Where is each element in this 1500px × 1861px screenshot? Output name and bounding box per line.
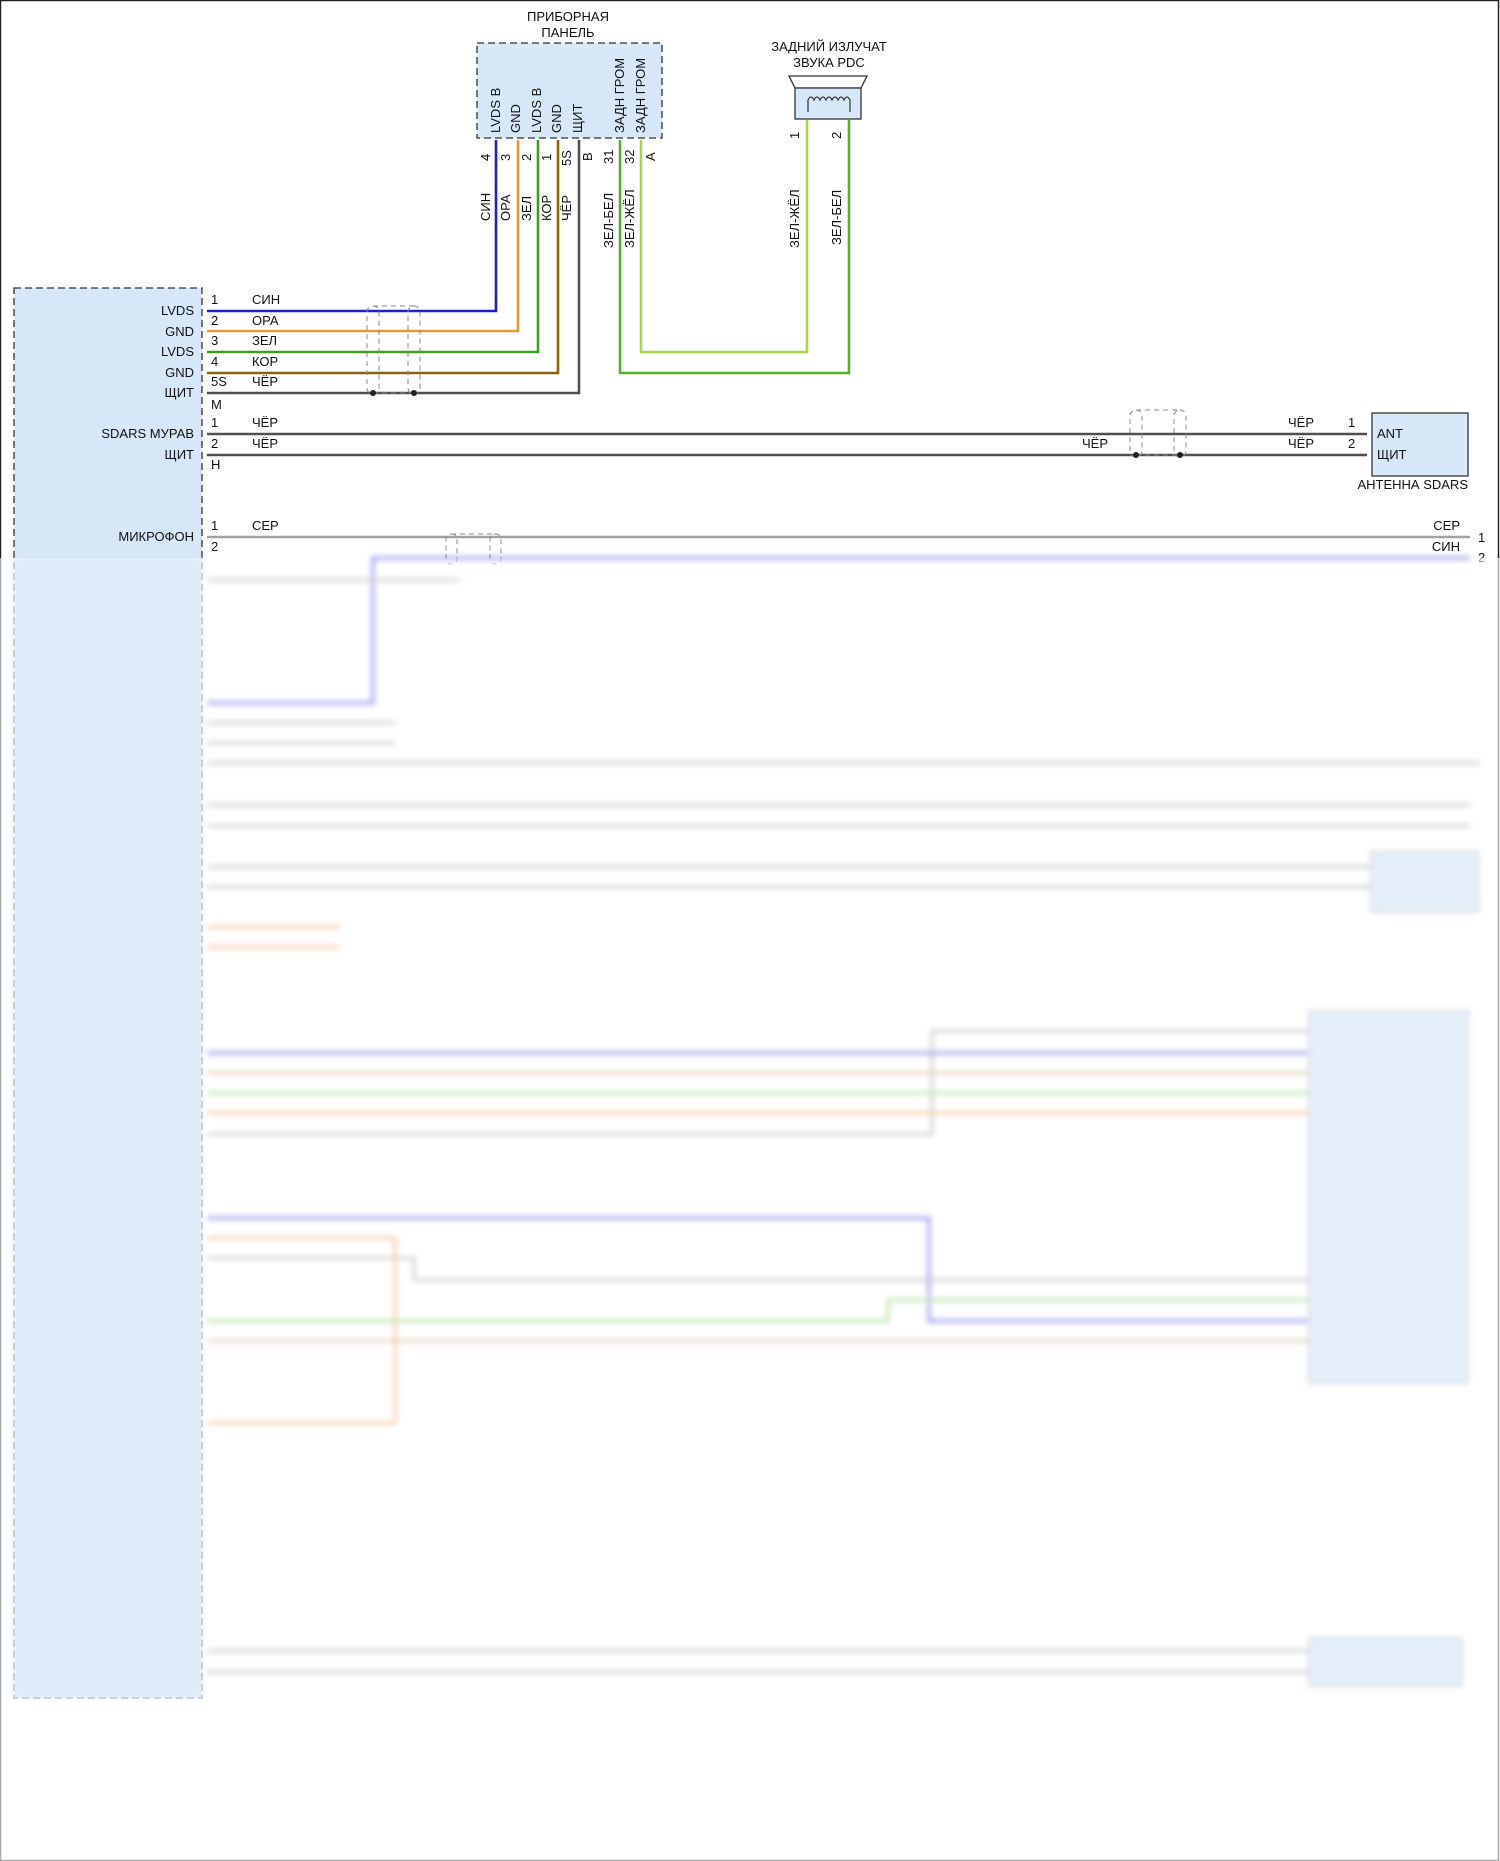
wire-color-label: ЗЕЛ-БЕЛ: [601, 193, 616, 248]
pin-number: 1: [211, 518, 218, 533]
wire-lvds-blue: [207, 140, 498, 313]
pin-name: LVDS B: [488, 88, 503, 133]
wire-color-label: СЕР: [252, 518, 279, 533]
pin-label: LVDS: [161, 303, 194, 318]
speaker-icon: [787, 75, 869, 120]
pin-number: 4: [211, 354, 218, 369]
pin-number: 3: [211, 333, 218, 348]
wire-color-label: КОР: [539, 195, 554, 221]
pin-label: GND: [165, 365, 194, 380]
wire-color-label: ЧЁР: [252, 436, 278, 451]
pin-name: GND: [508, 104, 523, 133]
pin-number: A: [643, 152, 658, 161]
pin-number: 2: [1478, 550, 1485, 565]
panel-title: ПАНЕЛЬ: [541, 25, 594, 40]
pdc-speaker: ЗАДНИЙ ИЗЛУЧАТ ЗВУКА PDC 1 2 ЗЕЛ-ЖЁЛ ЗЕЛ…: [771, 39, 887, 248]
pin-label: SDARS МУРАВ: [101, 426, 194, 441]
wire-pdc-green-yellow: [639, 120, 809, 354]
wire-color-label: ЧЁР: [1288, 436, 1314, 451]
pin-number: 1: [211, 415, 218, 430]
pin-number: 2: [211, 539, 218, 554]
pin-label: ANT: [1377, 426, 1403, 441]
pin-number: 1: [787, 132, 802, 139]
antenna-box: [1371, 412, 1469, 477]
wire-color-label: СИН: [252, 292, 280, 307]
panel-title: ПРИБОРНАЯ: [527, 9, 609, 24]
wire-color-label: СЕР: [1433, 518, 1460, 533]
pin-number: 4: [478, 154, 493, 161]
cable-shields: [366, 305, 1187, 565]
speaker-title: ЗВУКА PDC: [793, 55, 865, 70]
wire-color-label: ЧЁР: [252, 415, 278, 430]
pin-label: GND: [165, 324, 194, 339]
pin-label: LVDS: [161, 344, 194, 359]
pin-number: 2: [211, 436, 218, 451]
pin-name: ЩИТ: [570, 103, 585, 133]
obscured-content: [14, 556, 1480, 1698]
sdars-antenna: ANT ЩИТ АНТЕННА SDARS: [1357, 412, 1469, 492]
wire-color-label: ОРА: [252, 313, 279, 328]
pin-number: 2: [829, 132, 844, 139]
wire-color-label: СИН: [1432, 539, 1460, 554]
mic-group: МИКРОФОН 1 2 СЕР СЕР СИН 1 2: [118, 518, 1485, 565]
wire-gnd-orange: [207, 140, 520, 333]
pin-number: 31: [601, 150, 616, 164]
pin-name: ЗАДН ГРОМ: [633, 58, 648, 133]
wire-color-label: ЗЕЛ: [519, 196, 534, 221]
wires: [207, 120, 1470, 539]
pin-number: B: [580, 152, 595, 161]
wire-color-label: КОР: [252, 354, 278, 369]
pin-name: ЗАДН ГРОМ: [612, 58, 627, 133]
wire-color-label: ЧЁР: [252, 374, 278, 389]
pin-name: GND: [549, 104, 564, 133]
wire-color-label: ЗЕЛ-ЖЁЛ: [622, 189, 637, 248]
pin-number: 1: [1478, 530, 1485, 545]
pin-number: 2: [1348, 436, 1355, 451]
pin-label: ЩИТ: [165, 385, 195, 400]
wire-color-label: ЗЕЛ-ЖЁЛ: [787, 189, 802, 248]
pin-number: 5S: [211, 374, 227, 389]
wire-color-label: ЧЁР: [1082, 436, 1108, 451]
lvds-group: LVDS GND LVDS GND ЩИТ 1 2 3 4 5S СИН ОРА…: [161, 292, 280, 412]
speaker-title: ЗАДНИЙ ИЗЛУЧАТ: [771, 39, 887, 54]
pin-number: 32: [622, 150, 637, 164]
pin-number: 2: [519, 154, 534, 161]
wire-color-label: ЗЕЛ-БЕЛ: [829, 190, 844, 245]
wire-color-label: ЧЁР: [559, 195, 574, 221]
pin-label: ЩИТ: [1377, 447, 1407, 462]
antenna-title: АНТЕННА SDARS: [1357, 477, 1468, 492]
pin-number: 1: [539, 154, 554, 161]
connector-label: M: [211, 397, 222, 412]
pin-label: ЩИТ: [165, 447, 195, 462]
pin-number: 5S: [559, 150, 574, 166]
wire-color-label: СИН: [478, 193, 493, 221]
wire-gnd-brown: [207, 140, 560, 375]
wire-color-label: ОРА: [498, 194, 513, 221]
panel-box: [476, 42, 663, 139]
wire-lvds-green: [207, 140, 540, 354]
sdars-group: SDARS МУРАВ ЩИТ 1 2 ЧЁР ЧЁР H ЧЁР ЧЁР ЧЁ…: [101, 415, 1355, 472]
wire-color-label: ЗЕЛ: [252, 333, 277, 348]
wire-pdc-green-white: [618, 120, 851, 375]
instrument-panel: ПРИБОРНАЯ ПАНЕЛЬ LVDS B GND LVDS B GND Щ…: [476, 9, 663, 248]
wire-shield-black: [207, 140, 581, 395]
pin-label: МИКРОФОН: [118, 529, 194, 544]
pin-number: 1: [1348, 415, 1355, 430]
wire-color-label: ЧЁР: [1288, 415, 1314, 430]
connector-label: H: [211, 457, 220, 472]
blur-overlay: [0, 558, 1500, 1861]
pin-name: LVDS B: [529, 88, 544, 133]
pin-number: 3: [498, 154, 513, 161]
pin-number: 2: [211, 313, 218, 328]
pin-number: 1: [211, 292, 218, 307]
